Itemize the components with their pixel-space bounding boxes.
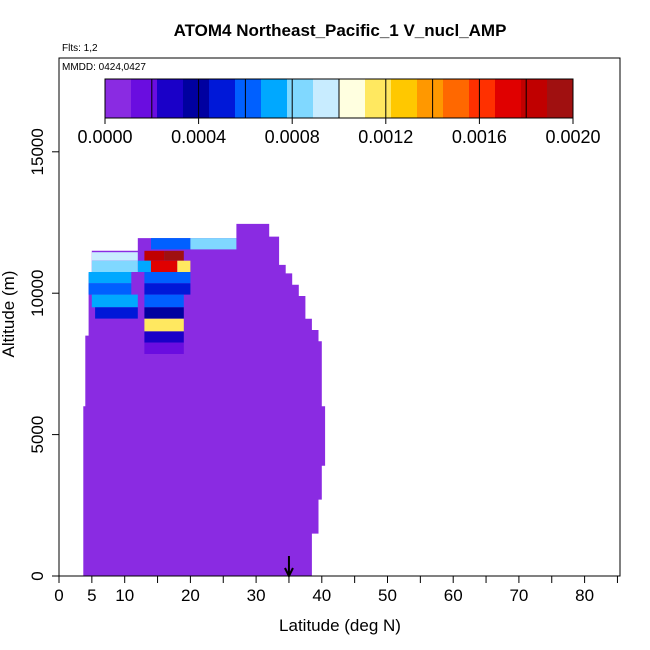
x-tick-label: 0 [54,586,63,605]
heatmap-cell [151,260,178,272]
x-tick-label: 40 [312,586,331,605]
x-tick-label: 60 [444,586,463,605]
heatmap-cell [91,260,138,272]
y-tick-label: 10000 [28,270,47,317]
colorbar-segment [235,79,262,118]
plot-frame [58,57,621,577]
x-tick-label: 70 [509,586,528,605]
colorbar-segment [261,79,288,118]
colorbar-tick-label: 0.0012 [358,127,413,147]
date-label: MMDD: 0424,0427 [62,62,146,73]
colorbar-segment [339,79,366,118]
colorbar: 0.0000 0.0004 0.0008 0.0012 0.0016 0.0020 [77,78,601,147]
colorbar-segment [495,79,522,118]
x-tick-label: 30 [247,586,266,605]
flights-label: Flts: 1,2 [62,43,98,54]
heatmap-cell [190,238,237,250]
heatmap-cell [137,260,151,272]
colorbar-segment [157,79,184,118]
colorbar-tick-label: 0.0004 [171,127,226,147]
heatmap-cell [151,238,191,250]
colorbar-segment [443,79,470,118]
colorbar-segment [521,79,548,118]
heatmap-cell [88,283,132,295]
plot-area [83,223,326,579]
x-tick-label: 10 [115,586,134,605]
y-axis-label: Altitude (m) [0,271,18,358]
heatmap-cell [144,272,191,284]
heatmap-cell [177,260,191,272]
x-axis-label: Latitude (deg N) [279,616,401,635]
heatmap-cell [144,250,165,261]
colorbar-segment [131,79,158,118]
colorbar-tick-label: 0.0008 [265,127,320,147]
colorbar-segment [417,79,444,118]
x-tick-label: 5 [87,586,96,605]
colorbar-tick-label: 0.0000 [77,127,132,147]
colorbar-segment [313,79,340,118]
heatmap-cell [95,307,138,319]
colorbar-frame [104,78,574,119]
colorbar-segment [105,79,132,118]
heatmap-cell [91,294,138,308]
colorbar-segment [547,79,574,118]
data-region-background [83,223,326,576]
heatmap-cell [144,283,191,295]
heatmap-cell [144,307,184,319]
chart-title: ATOM4 Northeast_Pacific_1 V_nucl_AMP [174,21,507,40]
heatmap-cell [88,272,132,284]
y-tick-label: 5000 [28,416,47,454]
y-axis: 0 5000 10000 15000 [28,128,59,581]
heatmap-cell [144,354,184,363]
heatmap-cell [144,318,184,332]
y-tick-label: 15000 [28,128,47,175]
x-axis: 0 5 10 20 30 40 50 60 70 80 [54,576,618,605]
colorbar-tick-label: 0.0020 [545,127,600,147]
heatmap-cell [164,250,184,261]
colorbar-segment [183,79,210,118]
x-tick-label: 20 [181,586,200,605]
x-tick-label: 50 [378,586,397,605]
colorbar-segment [469,79,496,118]
colorbar-segment [365,79,392,118]
heatmap-cell [91,252,138,261]
colorbar-segment [287,79,314,118]
x-tick-label: 80 [575,586,594,605]
colorbar-segment [391,79,418,118]
colorbar-tick-label: 0.0016 [452,127,507,147]
heatmap-cell [144,294,184,308]
heatmap-cell [144,331,184,343]
y-tick-label: 0 [28,571,47,580]
colorbar-segment [209,79,236,118]
heatmap-cell [144,342,184,354]
